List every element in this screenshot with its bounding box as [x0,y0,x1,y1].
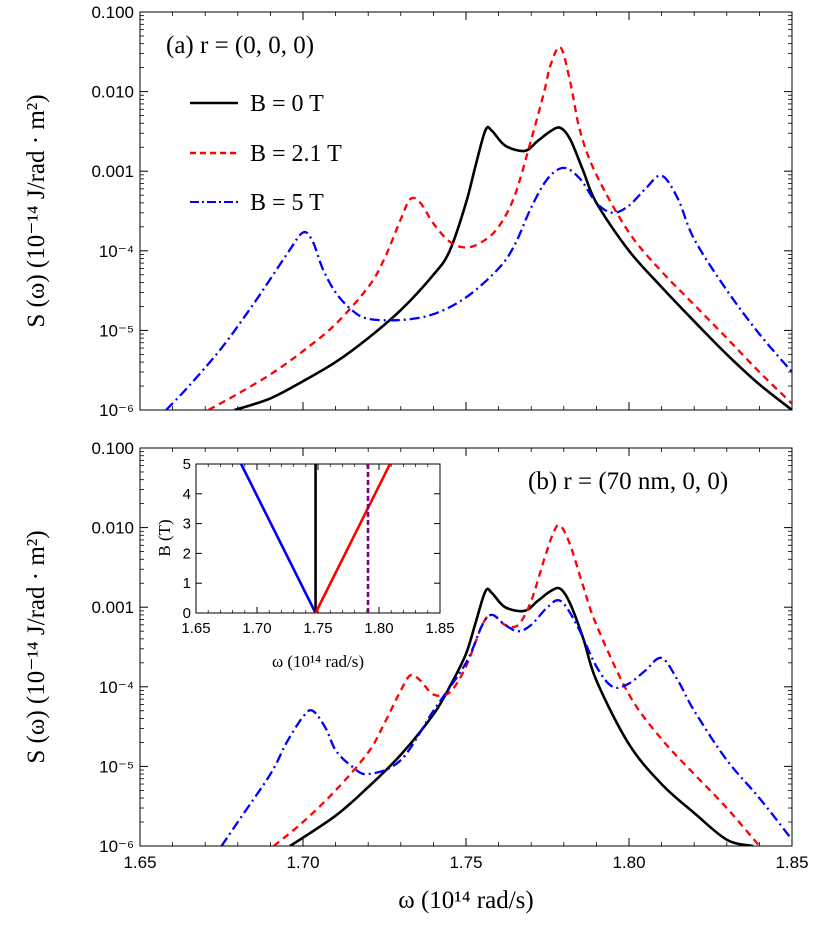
series-line-b-0-t [234,125,792,410]
y-tick-label: 0.010 [91,83,134,102]
y-tick-label: 0.100 [91,439,134,458]
inset-y-axis-label: B (T) [155,519,174,556]
series-line-b-2-1-t [272,523,761,846]
panel-a-y-axis-label: S (ω) (10⁻¹⁴ J/rad · m²) [23,94,50,327]
y-tick-label: 0.001 [91,162,134,181]
inset: 0 1 2 3 4 5 1.65 1.70 1.75 1.80 1.85 B (T) ω (10¹⁴… [155,456,455,671]
y-tick-label: 10⁻⁶ [99,401,134,420]
panel-b-label: (b) r = (70 nm, 0, 0) [528,468,728,495]
series-line-b-5-t [220,598,792,846]
panel-a-x-ticks [139,12,793,410]
panel-a-y-ticks: 10⁻⁶ 10⁻⁵ 10⁻⁴ 0.001 0.010 0.100 [91,3,792,420]
inset-y-tick-label: 5 [183,456,191,473]
inset-y-tick-label: 1 [183,575,191,592]
inset-y-tick-label: 3 [183,516,191,533]
x-tick-label: 1.65 [123,853,156,872]
x-tick-label: 1.75 [449,853,482,872]
inset-x-tick-label: 1.65 [181,620,210,637]
series-line-b-0-t [289,586,754,846]
panel-b: 10⁻⁶ 10⁻⁵ 10⁻⁴ 0.001 0.010 0.100 1.65 1.70 1.75… [91,439,808,872]
y-tick-label: 10⁻⁶ [99,837,134,856]
inset-line-blue [239,463,317,614]
inset-x-tick-label: 1.70 [242,620,271,637]
x-tick-label: 1.80 [612,853,645,872]
inset-x-tick-label: 1.85 [425,620,454,637]
legend-label-b0: B = 0 T [250,91,324,117]
inset-x-axis-label: ω (10¹⁴ rad/s) [272,652,364,671]
legend-label-b21: B = 2.1 T [250,141,342,167]
inset-y-tick-label: 0 [183,605,191,622]
inset-y-tick-label: 4 [183,486,191,503]
x-axis-label: ω (10¹⁴ rad/s) [398,887,533,914]
panel-b-series [220,523,792,846]
inset-line-red [314,463,392,614]
y-tick-label: 0.100 [91,3,134,22]
inset-frame [195,463,441,614]
series-line-b-5-t [165,166,792,410]
y-tick-label: 10⁻⁵ [99,321,134,340]
y-tick-label: 0.001 [91,598,134,617]
panel-a-frame [139,11,793,411]
legend-label-b5: B = 5 T [250,190,324,216]
inset-y-tick-label: 2 [183,545,191,562]
y-tick-label: 10⁻⁴ [99,242,134,261]
x-tick-label: 1.70 [286,853,319,872]
y-tick-label: 10⁻⁴ [99,678,134,697]
panel-b-y-axis-label: S (ω) (10⁻¹⁴ J/rad · m²) [23,530,50,763]
panel-a-label: (a) r = (0, 0, 0) [166,32,314,59]
inset-lines [239,463,392,614]
inset-ticks: 0 1 2 3 4 5 1.65 1.70 1.75 1.80 1.85 [181,456,454,637]
legend: B = 0 T B = 2.1 T B = 5 T [190,91,342,216]
inset-x-tick-label: 1.75 [303,620,332,637]
y-tick-label: 0.010 [91,519,134,538]
panel-b-x-ticks: 1.65 1.70 1.75 1.80 1.85 [123,448,809,872]
panel-a-series [165,45,792,410]
y-tick-label: 10⁻⁵ [99,757,134,776]
panel-a: 10⁻⁶ 10⁻⁵ 10⁻⁴ 0.001 0.010 0.100 (a) r = (0, … [91,3,793,420]
panel-b-y-ticks: 10⁻⁶ 10⁻⁵ 10⁻⁴ 0.001 0.010 0.100 [91,439,792,856]
x-tick-label: 1.85 [775,853,808,872]
inset-x-tick-label: 1.80 [364,620,393,637]
